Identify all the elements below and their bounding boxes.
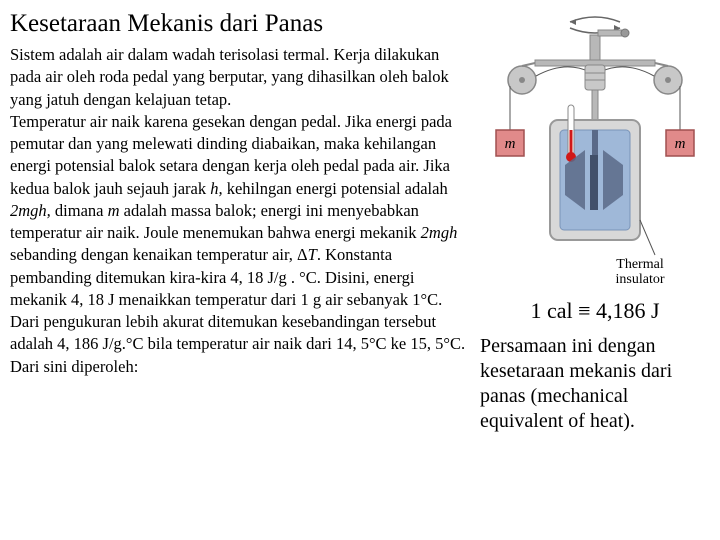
equation: 1 cal ≡ 4,186 J [530, 298, 659, 324]
caption-text: Persamaan ini dengan kesetaraan mekanis … [480, 334, 710, 434]
para-2c: dimana [51, 201, 108, 220]
insulator-label-1: Thermal [616, 257, 664, 272]
para-1: Sistem adalah air dalam wadah terisolasi… [10, 45, 449, 109]
insulator-label-2: insulator [616, 272, 665, 287]
var-2mgh-2: 2mgh [421, 223, 458, 242]
para-2e: sebanding dengan kenaikan temperatur air… [10, 245, 308, 264]
page-title: Kesetaraan Mekanis dari Panas [10, 10, 472, 38]
var-m: m [108, 201, 120, 220]
var-2mgh-1: 2mgh, [10, 201, 51, 220]
var-T: T [308, 245, 317, 264]
joule-apparatus-diagram: m m Thermal insulator [490, 10, 700, 290]
body-text: Sistem adalah air dalam wadah terisolasi… [10, 44, 472, 378]
para-3: Dari pengukuran lebih akurat ditemukan k… [10, 312, 465, 376]
mass-label-left: m [505, 136, 516, 152]
var-h: h, [210, 179, 222, 198]
para-2b: kehilngan energi potensial adalah [223, 179, 448, 198]
mass-label-right: m [675, 136, 686, 152]
